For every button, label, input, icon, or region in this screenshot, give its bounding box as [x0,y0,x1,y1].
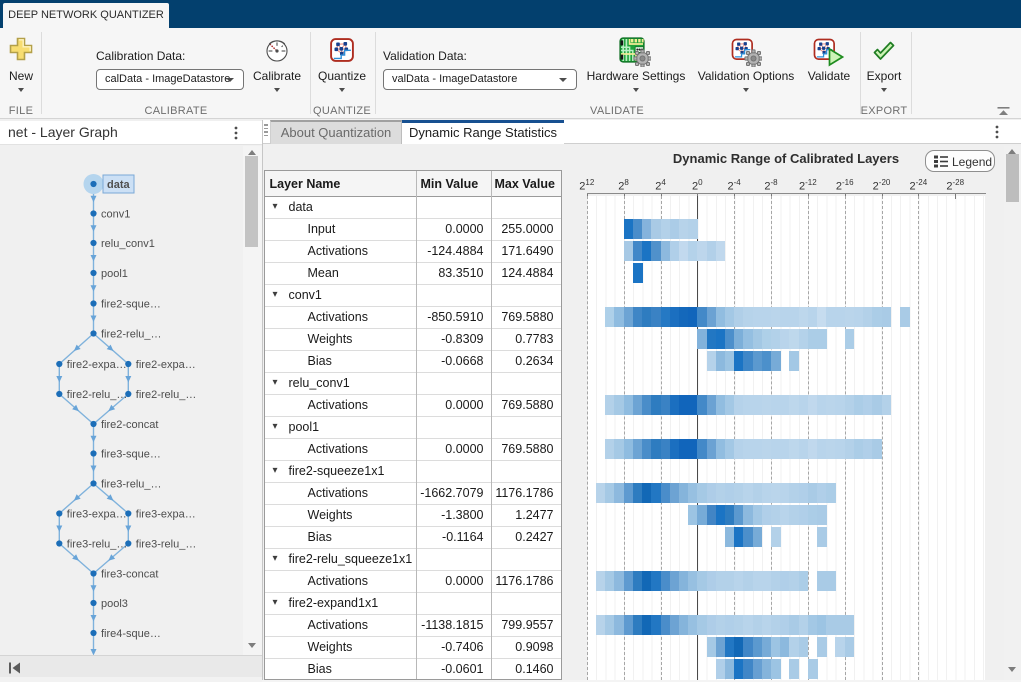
svg-text:fire3-relu_…: fire3-relu_… [136,539,197,551]
svg-text:fire3-expa…: fire3-expa… [67,509,127,521]
svg-text:fire3-concat: fire3-concat [101,569,158,581]
svg-text:conv1: conv1 [101,209,130,221]
svg-text:data: data [107,179,131,191]
svg-text:fire2-expa…: fire2-expa… [136,359,196,371]
svg-text:fire3-relu_…: fire3-relu_… [67,539,128,551]
svg-text:fire2-relu_…: fire2-relu_… [136,389,197,401]
svg-text:fire3-expa…: fire3-expa… [136,509,196,521]
svg-text:fire3-relu_…: fire3-relu_… [101,479,162,491]
svg-text:fire4-sque…: fire4-sque… [101,628,161,640]
svg-text:relu_conv1: relu_conv1 [101,238,155,250]
svg-text:fire2-relu_…: fire2-relu_… [101,329,162,341]
svg-text:pool1: pool1 [101,268,128,280]
svg-text:fire2-expa…: fire2-expa… [67,359,127,371]
svg-text:pool3: pool3 [101,598,128,610]
svg-text:fire3-sque…: fire3-sque… [101,449,161,461]
svg-text:fire2-sque…: fire2-sque… [101,299,161,311]
svg-text:fire2-concat: fire2-concat [101,419,158,431]
svg-text:fire2-relu_…: fire2-relu_… [67,389,128,401]
